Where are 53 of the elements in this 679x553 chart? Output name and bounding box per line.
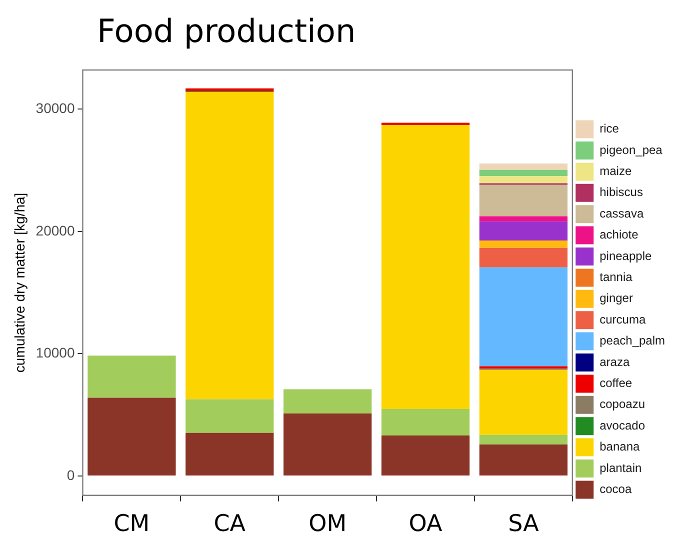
bar [479,221,568,240]
x-tick-label: SA [508,511,540,538]
y-tick-label: 20000 [36,222,75,238]
bar [479,248,568,268]
bar [479,267,568,366]
bar [186,92,274,400]
legend-label: araza [600,354,630,369]
legend-label: banana [600,440,640,454]
bar [479,164,568,170]
y-tick-label: 0 [66,466,75,483]
bar [186,432,274,476]
legend-label: ginger [600,291,633,306]
legend-label: achiote [600,228,639,242]
legend-label: plantain [600,460,642,475]
bar [284,389,372,414]
bar [88,356,176,398]
legend-label: copoazu [600,397,645,412]
legend-label: coffee [600,376,632,390]
bar [381,122,470,126]
chart-title: Food production [97,12,356,50]
legend-label: avocado [600,418,646,432]
bar [186,399,274,433]
bar [381,408,470,436]
legend-label: curcuma [600,312,646,326]
y-axis-title: cumulative dry matter [kg/ha] [11,192,28,373]
bar [479,370,568,435]
bar [381,125,470,409]
x-tick-label: CM [114,511,150,538]
x-tick-label: OA [408,511,442,538]
bar [186,88,274,92]
bar [479,184,568,216]
legend-label: cocoa [600,482,632,496]
legend-label: tannia [600,270,633,284]
bar [479,444,568,476]
y-tick-label: 10000 [36,344,75,361]
legend-label: peach_palm [600,334,666,348]
y-tick-label: 30000 [36,100,75,116]
x-tick-label: CA [214,511,246,538]
bar [479,176,568,184]
bar [381,435,470,476]
legend-label: maize [600,164,632,178]
bar [284,413,372,476]
legend-label: pigeon_pea [600,142,663,157]
bar [479,216,568,222]
bar [479,434,568,445]
legend-label: cassava [600,206,644,220]
legend-label: rice [600,122,620,136]
bar [479,240,568,248]
legend-label: pineapple [600,248,652,263]
bar [479,170,568,176]
x-tick-label: OM [308,511,347,538]
bar [88,398,176,476]
legend-label: hibiscus [600,185,643,200]
